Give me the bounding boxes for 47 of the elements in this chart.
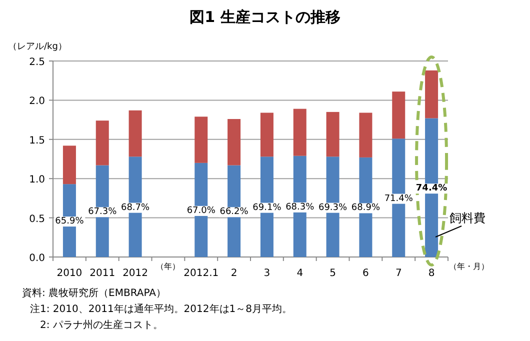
x-axis-title: （年・月） — [449, 262, 489, 271]
chart-title: 図1 生産コストの推移 — [190, 8, 340, 26]
text: 資料: 農牧研究所（EMBRAPA） — [22, 287, 166, 299]
bar — [425, 70, 438, 118]
x-tick-label: 2012 — [122, 268, 148, 279]
bar — [293, 108, 306, 156]
bar — [128, 110, 142, 157]
bar — [359, 112, 372, 158]
bar — [228, 119, 241, 166]
x-tick-label: 5 — [330, 268, 336, 279]
annotation: 65.9% — [55, 216, 84, 227]
bar — [392, 92, 406, 139]
annotation: 66.2% — [220, 207, 249, 218]
x-tick-label: 6 — [362, 268, 369, 279]
annotation: 68.9% — [351, 203, 380, 214]
annotation: 69.1% — [252, 202, 282, 213]
y-tick-label: 2.0 — [29, 96, 45, 108]
bar — [194, 116, 208, 163]
y-tick-label: 1.0 — [29, 174, 45, 186]
annotation: 69.3% — [318, 202, 348, 213]
x-tick-label: 2011 — [90, 268, 116, 279]
y-tick-label: 0.5 — [29, 214, 45, 225]
y-tick-label: 1.5 — [29, 135, 45, 146]
y-axis-title: （レアル/kg） — [8, 42, 67, 52]
bar — [96, 120, 109, 166]
x-tick-label: 2010 — [56, 268, 82, 279]
x-tick-label: 2012.1 — [184, 268, 219, 279]
text: （年） — [156, 262, 180, 271]
x-tick-label: 7 — [395, 268, 402, 279]
x-tick-label: 4 — [296, 268, 304, 279]
text: 注1: 2010、2011年は通年平均。2012年は1～8月平均。 — [30, 303, 292, 315]
y-tick-label: 2.5 — [29, 57, 45, 68]
x-tick-label: 3 — [264, 268, 270, 279]
annotation: 74.4% — [416, 184, 448, 194]
y-tick-label: 0.0 — [29, 253, 45, 264]
annotation: 68.7% — [120, 202, 150, 213]
annotation: 67.0% — [186, 206, 216, 216]
bar — [326, 112, 340, 157]
series-label: 飼料費 — [450, 211, 486, 225]
text: 2: パラナ州の生産コスト。 — [40, 319, 163, 331]
bar — [260, 112, 274, 157]
bar — [62, 146, 76, 184]
annotation: 67.3% — [88, 207, 118, 218]
annotation: 68.3% — [286, 202, 315, 212]
x-tick-label: 8 — [428, 268, 435, 279]
annotation: 71.4% — [384, 194, 414, 204]
x-tick-label: 2 — [230, 268, 238, 279]
